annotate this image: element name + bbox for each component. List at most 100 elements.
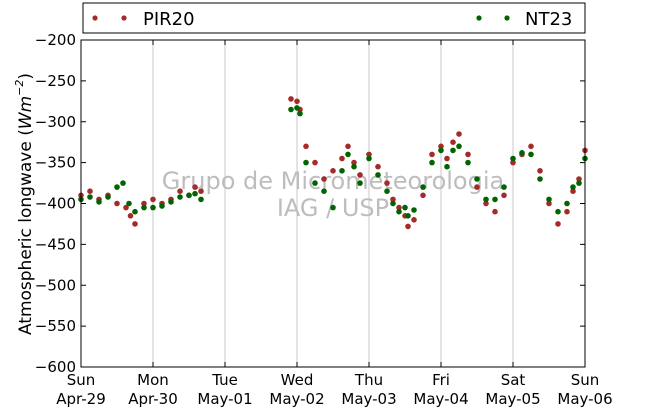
- data-point: [564, 200, 570, 207]
- data-point: [483, 200, 489, 207]
- x-tick-day: Wed: [281, 371, 314, 389]
- data-point: [294, 98, 300, 105]
- data-point: [528, 151, 534, 158]
- data-point: [132, 208, 138, 215]
- data-point: [339, 155, 345, 162]
- x-tick-day: Sat: [501, 371, 526, 389]
- data-point: [474, 184, 480, 190]
- data-point: [444, 155, 450, 162]
- y-axis: −600 −550 −500 −450 −400 −350 −300 −250 −200: [35, 31, 585, 376]
- data-point: [450, 139, 456, 145]
- x-tick-label: May-02: [269, 390, 324, 408]
- data-point: [492, 196, 498, 203]
- x-axis: SunApr-29MonApr-30TueMay-01WedMay-02ThuM…: [56, 40, 613, 408]
- data-point: [450, 147, 456, 154]
- legend-entry-nt23: NT23: [476, 9, 572, 30]
- data-point: [357, 172, 363, 178]
- x-tick-day: Tue: [211, 371, 238, 389]
- data-point: [186, 192, 192, 199]
- x-tick-label: May-03: [341, 390, 396, 408]
- series-pir20: [78, 96, 588, 230]
- data-point: [345, 143, 351, 150]
- data-point: [444, 163, 450, 170]
- data-point: [429, 159, 435, 166]
- data-point: [87, 194, 93, 200]
- series-nt23: [78, 105, 588, 219]
- data-point: [465, 159, 471, 166]
- data-point: [351, 163, 357, 170]
- data-point: [420, 192, 426, 199]
- data-point: [576, 180, 582, 186]
- y-tick-label: −500: [35, 276, 76, 294]
- grid-layer: [152, 40, 514, 367]
- legend-marker-pir20: [121, 15, 127, 21]
- data-point: [177, 194, 183, 200]
- data-point: [351, 159, 357, 166]
- data-point: [105, 194, 111, 200]
- data-point: [510, 159, 516, 166]
- data-point: [375, 172, 381, 178]
- y-tick-label: −550: [35, 317, 76, 335]
- legend-label-nt23: NT23: [525, 9, 572, 30]
- legend-label-pir20: PIR20: [143, 9, 195, 30]
- x-tick-label: May-06: [557, 390, 612, 408]
- data-point: [570, 184, 576, 190]
- x-tick-day: Fri: [432, 371, 450, 389]
- legend-entry-pir20: PIR20: [92, 9, 195, 30]
- data-point: [474, 176, 480, 182]
- data-point: [141, 200, 147, 207]
- data-point: [288, 106, 294, 113]
- data-point: [321, 176, 327, 182]
- x-tick-day: Sun: [67, 371, 96, 389]
- data-point: [438, 147, 444, 154]
- y-tick-label: −600: [35, 358, 76, 376]
- data-point: [405, 223, 411, 230]
- data-point: [396, 208, 402, 215]
- data-point: [177, 188, 183, 194]
- y-axis-label-text: Atmospheric longwave (: [16, 129, 36, 335]
- legend-marker-nt23: [504, 15, 510, 21]
- x-tick-label: May-01: [197, 390, 252, 408]
- data-point: [345, 151, 351, 158]
- data-point: [537, 168, 543, 174]
- data-point: [303, 143, 309, 150]
- x-tick-day: Sun: [571, 371, 600, 389]
- data-point: [537, 176, 543, 182]
- data-point: [384, 188, 390, 194]
- legend-marker-pir20: [92, 15, 98, 21]
- watermark: Grupo de Micrometeorologia IAG / USP: [162, 167, 504, 222]
- y-axis-label-close: ): [16, 73, 36, 80]
- data-point: [303, 159, 309, 166]
- data-point: [555, 221, 561, 227]
- data-point: [288, 96, 294, 102]
- data-point: [438, 143, 444, 150]
- y-tick-label: −450: [35, 235, 76, 253]
- data-point: [339, 168, 345, 174]
- data-point: [456, 131, 462, 137]
- data-point: [192, 190, 198, 197]
- data-point: [390, 200, 396, 207]
- x-tick-day: Thu: [354, 371, 383, 389]
- data-point: [366, 155, 372, 162]
- data-point: [168, 199, 174, 205]
- data-point: [420, 184, 426, 190]
- data-point: [519, 150, 525, 156]
- data-point: [384, 180, 390, 186]
- y-axis-label-unit: Wm: [16, 96, 36, 129]
- data-point: [294, 105, 300, 111]
- data-point: [150, 204, 156, 211]
- data-point: [330, 168, 336, 174]
- y-tick-label: −200: [35, 31, 76, 49]
- y-tick-label: −400: [35, 195, 76, 213]
- data-point: [132, 221, 138, 227]
- data-point: [405, 213, 411, 219]
- data-point: [465, 151, 471, 158]
- data-point: [429, 151, 435, 158]
- data-point: [126, 200, 132, 207]
- data-point: [411, 217, 417, 223]
- data-point: [96, 199, 102, 205]
- data-point: [501, 184, 507, 190]
- data-point: [114, 200, 120, 207]
- series-layer: [78, 96, 588, 230]
